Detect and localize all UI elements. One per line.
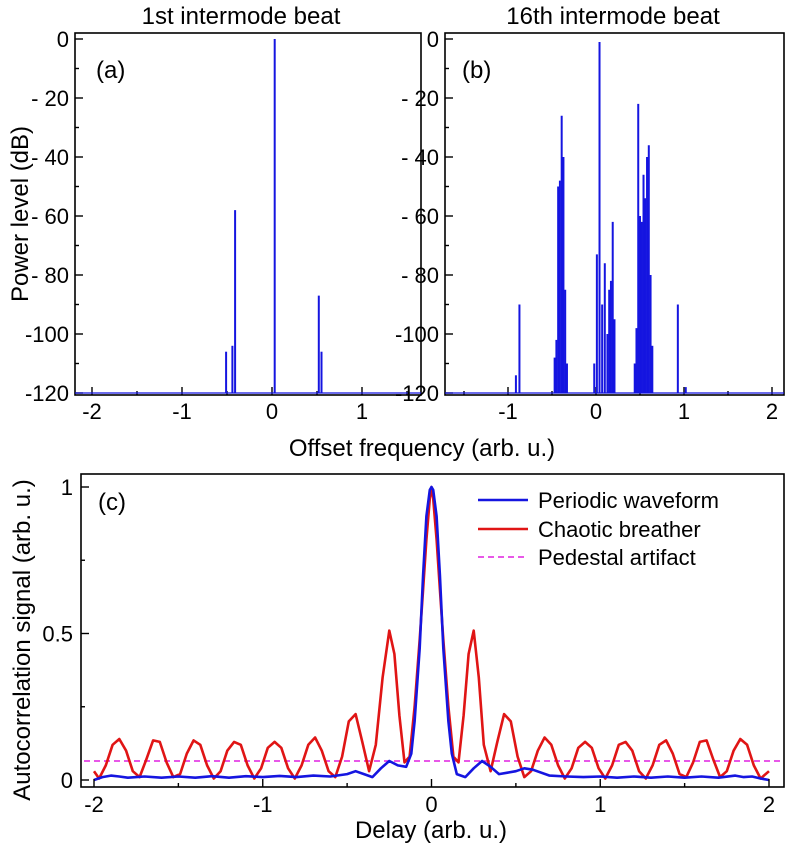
- panel-b-frame: [444, 32, 785, 396]
- panel-c-label: (c): [98, 489, 126, 516]
- c-x-tick-label-2: 0: [425, 792, 437, 817]
- a-y-tick-label-4: - 80: [31, 263, 69, 288]
- b-x-tick-label-1: 0: [590, 399, 602, 424]
- panel-a-label: (a): [96, 57, 125, 84]
- panel-c-y-ticks: 00.51: [42, 475, 89, 793]
- bottom-x-axis-title: Delay (arb. u.): [355, 817, 507, 844]
- top-y-axis-title: Power level (dB): [7, 126, 34, 302]
- a-y-tick-label-0: 0: [57, 27, 69, 52]
- panel-b-y-ticks: 0 - 20 - 40 - 60 - 80 -100 -120: [395, 27, 453, 406]
- b-y-tick-label-6: -120: [395, 381, 439, 406]
- panel-a: 1st intermode beat (a) 0 - 20 - 40 - 60 - 80…: [25, 3, 422, 424]
- legend: Periodic waveform Chaotic breather Pedes…: [478, 488, 719, 570]
- c-y-tick-label-1: 0.5: [42, 622, 73, 647]
- b-x-tick-label-2: 1: [678, 399, 690, 424]
- panel-a-frame: [74, 32, 422, 396]
- c-y-tick-label-2: 1: [61, 475, 73, 500]
- a-x-tick-label-1: -1: [172, 399, 192, 424]
- panel-a-title: 1st intermode beat: [142, 3, 341, 30]
- bottom-y-axis-title: Autocorrelation signal (arb. u.): [9, 479, 36, 801]
- a-x-tick-label-2: 0: [266, 399, 278, 424]
- panel-a-spectral-lines: [75, 39, 421, 394]
- top-x-axis-title: Offset frequency (arb. u.): [289, 435, 555, 462]
- c-x-tick-label-3: 1: [594, 792, 606, 817]
- panel-b-title: 16th intermode beat: [506, 3, 720, 30]
- panel-c-frame: [80, 473, 785, 788]
- b-y-tick-label-4: - 80: [401, 263, 439, 288]
- panel-b-label: (b): [462, 57, 491, 84]
- a-y-tick-label-2: - 40: [31, 145, 69, 170]
- c-y-tick-label-0: 0: [61, 768, 73, 793]
- a-y-tick-label-5: -100: [25, 322, 69, 347]
- legend-label-chaotic: Chaotic breather: [538, 517, 701, 542]
- b-x-tick-label-3: 2: [766, 399, 778, 424]
- panel-c-x-ticks: -2 -1 0 1 2: [84, 779, 775, 817]
- b-x-tick-label-0: -1: [498, 399, 518, 424]
- b-y-tick-label-0: 0: [427, 27, 439, 52]
- legend-label-periodic: Periodic waveform: [538, 488, 719, 513]
- a-x-tick-label-0: -2: [82, 399, 102, 424]
- a-y-tick-label-6: -120: [25, 381, 69, 406]
- c-x-tick-label-0: -2: [84, 792, 104, 817]
- c-x-tick-label-4: 2: [763, 792, 775, 817]
- b-y-tick-label-2: - 40: [401, 145, 439, 170]
- panel-b-spectral-lines: [445, 41, 784, 394]
- panel-a-x-ticks: -2 -1 0 1: [82, 387, 408, 424]
- periodic-waveform-line: [93, 485, 770, 782]
- c-x-tick-label-1: -1: [253, 792, 273, 817]
- a-x-tick-label-3: 1: [356, 399, 368, 424]
- panel-b-x-ticks: -1 0 1 2: [463, 387, 778, 424]
- a-y-tick-label-3: - 60: [31, 204, 69, 229]
- b-y-tick-label-3: - 60: [401, 204, 439, 229]
- panel-c: (c) 00.51 -2 -1 0 1 2 Periodic waveform Chao…: [42, 473, 785, 817]
- b-y-tick-label-5: -100: [395, 322, 439, 347]
- panel-b: 16th intermode beat (b) 0 - 20 - 40 - 60 - 8…: [395, 3, 785, 424]
- legend-label-pedestal: Pedestal artifact: [538, 545, 696, 570]
- panel-a-y-ticks: 0 - 20 - 40 - 60 - 80 -100 -120: [25, 27, 83, 406]
- b-y-tick-label-1: - 20: [401, 86, 439, 111]
- a-y-tick-label-1: - 20: [31, 86, 69, 111]
